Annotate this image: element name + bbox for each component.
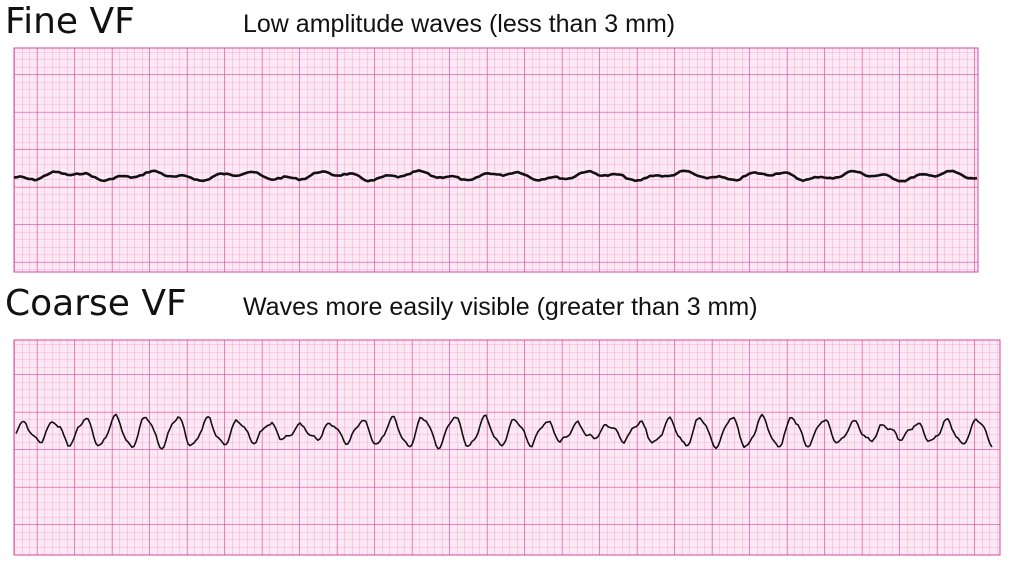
ecg-grid: [13, 47, 979, 273]
strip-description: Low amplitude waves (less than 3 mm): [243, 10, 676, 38]
strip-title: Coarse VF: [5, 283, 187, 324]
ecg-grid: [13, 339, 1001, 556]
strip-title: Fine VF: [5, 1, 135, 42]
strip-description: Waves more easily visible (greater than …: [243, 293, 758, 321]
ecg-trace: [13, 169, 978, 183]
ecg-trace: [15, 413, 993, 450]
